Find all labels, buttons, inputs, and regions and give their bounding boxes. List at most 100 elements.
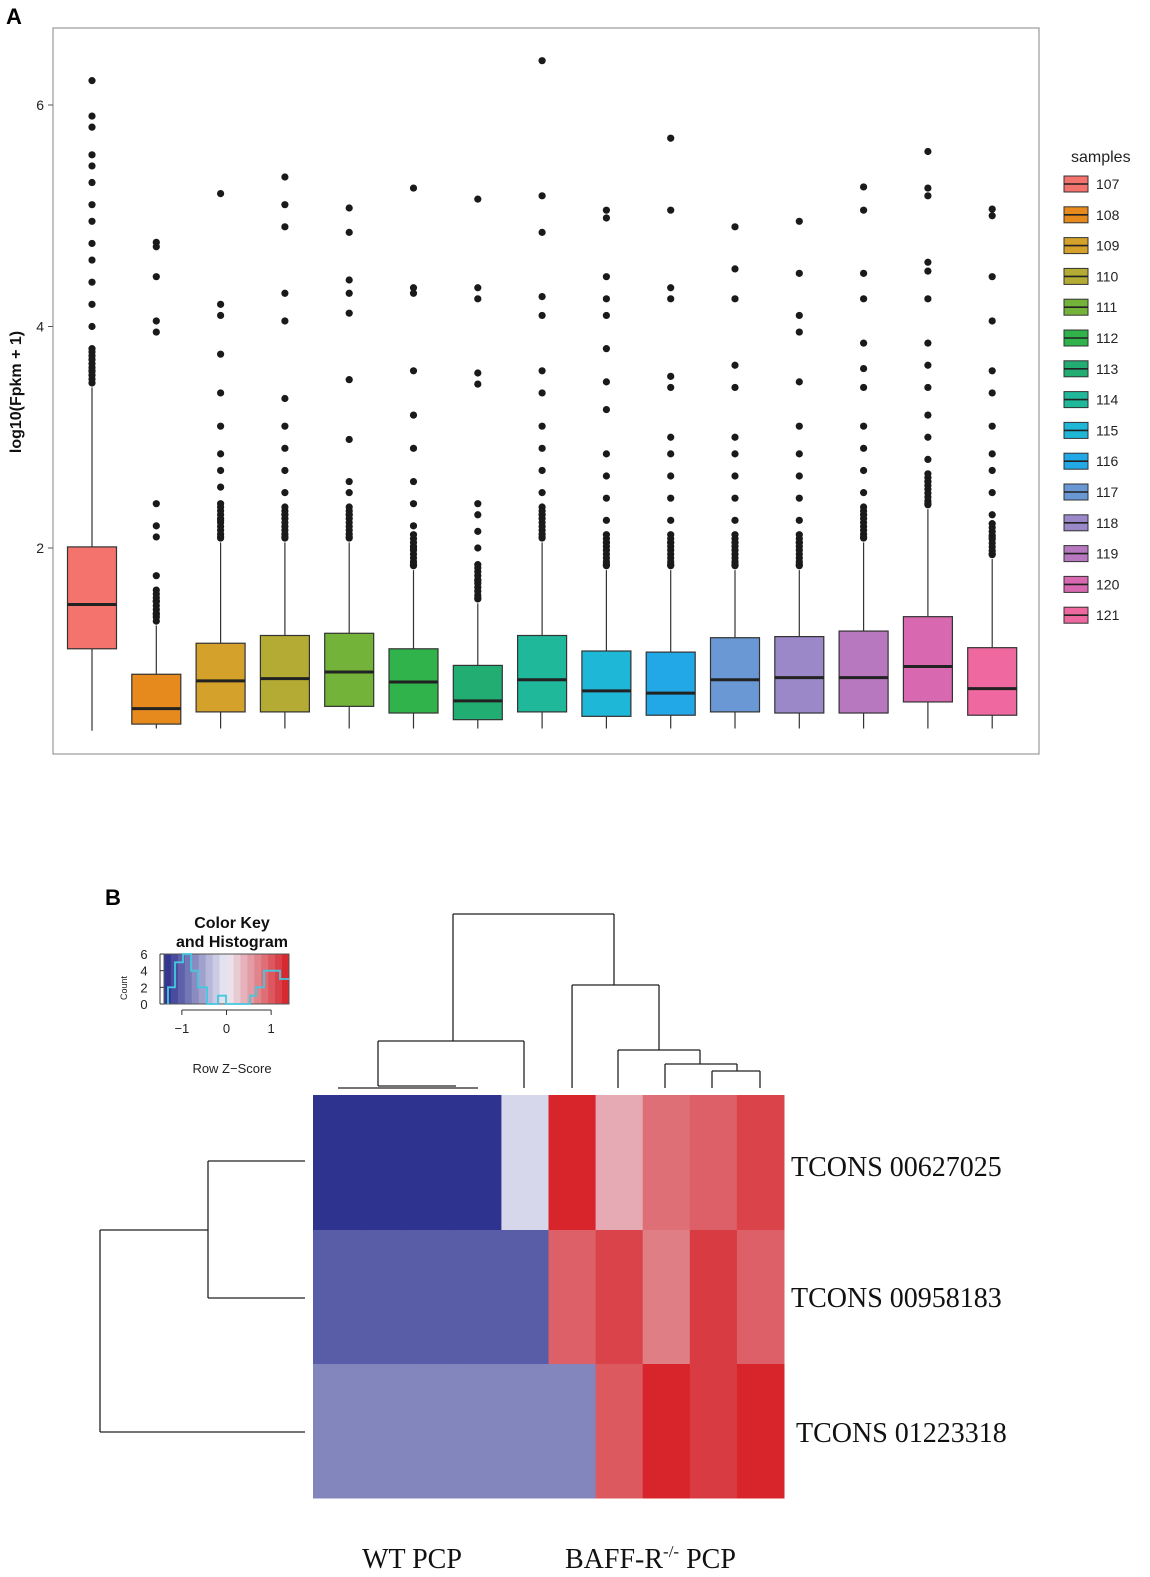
legend-label: 121 — [1096, 607, 1120, 623]
color-key-subtitle: and Histogram — [176, 934, 288, 951]
outlier-point — [795, 531, 803, 539]
color-key-xtick-label: 0 — [223, 1021, 230, 1036]
legend: 107 108 109 110 111 112 113 114 115 116 117 118 119 1… — [1063, 175, 1120, 624]
outlier-point — [345, 289, 353, 297]
outlier-point — [860, 364, 868, 373]
outlier-point — [474, 500, 482, 508]
outlier-point — [538, 489, 546, 497]
heatmap-cell — [407, 1095, 455, 1231]
color-key-xlabel: Row Z−Score — [192, 1061, 271, 1076]
outlier-point — [409, 284, 418, 292]
outlier-point — [88, 112, 96, 120]
outlier-point — [795, 269, 803, 277]
outlier-point — [988, 450, 996, 458]
outlier-point — [924, 267, 932, 275]
outlier-point — [667, 516, 675, 524]
group-label-pcp: PCP — [679, 1544, 736, 1575]
outlier-point — [988, 466, 996, 475]
heatmap-cell — [313, 1095, 361, 1231]
color-key-ytick-label: 6 — [140, 947, 147, 962]
outlier-point — [731, 561, 739, 569]
outlier-point — [602, 273, 611, 281]
outlier-point — [731, 494, 739, 502]
outlier-point — [474, 511, 482, 519]
box-body — [66, 546, 118, 650]
color-key-band — [191, 954, 200, 1004]
outlier-point — [538, 503, 546, 511]
outlier-point — [602, 516, 611, 524]
outlier-point — [281, 511, 289, 519]
outlier-point — [602, 345, 611, 353]
outlier-point — [281, 466, 289, 475]
outlier-point — [345, 228, 353, 236]
color-key-band — [254, 954, 262, 1004]
box-113 — [452, 195, 503, 729]
box-114 — [516, 57, 568, 729]
y-axis-title: log10(Fpkm + 1) — [8, 331, 25, 453]
outlier-point — [667, 538, 675, 547]
outlier-point — [860, 269, 868, 277]
legend-label: 116 — [1096, 453, 1119, 469]
outlier-point — [217, 389, 225, 397]
legend-item-119: 119 — [1063, 545, 1119, 563]
box-body — [324, 632, 375, 707]
outlier-point — [88, 162, 96, 170]
outlier-point — [795, 311, 803, 320]
outlier-point — [860, 466, 868, 475]
outlier-point — [924, 192, 932, 200]
outlier-point — [667, 450, 675, 458]
box-body — [902, 616, 954, 703]
outlier-point — [924, 147, 932, 156]
outlier-point — [409, 531, 418, 539]
heatmap-cell — [501, 1230, 549, 1365]
outlier-point — [667, 561, 675, 569]
outlier-point — [731, 450, 739, 458]
heatmap-cell — [736, 1095, 785, 1231]
group-label-baff: BAFF-R-/- PCP — [565, 1542, 736, 1575]
outlier-point — [988, 533, 996, 541]
outlier-point — [924, 339, 932, 347]
color-key-band — [240, 954, 248, 1004]
outlier-point — [602, 206, 611, 214]
outlier-point — [88, 256, 96, 264]
outlier-point — [345, 376, 353, 384]
outlier-point — [409, 561, 418, 569]
outlier-point — [474, 561, 482, 569]
outlier-point — [474, 577, 482, 585]
heatmap-cell — [595, 1364, 644, 1499]
outlier-point — [538, 533, 546, 541]
box-115 — [581, 206, 632, 729]
legend-label: 120 — [1096, 576, 1120, 592]
outlier-point — [409, 544, 418, 552]
outlier-point — [217, 300, 225, 308]
heatmap-cell — [454, 1364, 502, 1499]
color-key-xtick-label: 1 — [268, 1021, 275, 1036]
outlier-point — [860, 533, 868, 541]
outlier-point — [281, 394, 289, 403]
color-key-histogram — [167, 953, 289, 1005]
outlier-point — [538, 57, 546, 65]
outlier-point — [795, 561, 803, 569]
outlier-point — [409, 477, 418, 486]
outlier-point — [602, 378, 611, 386]
outlier-point — [538, 511, 546, 519]
row-label: TCONS 00627025 — [791, 1152, 1002, 1183]
outlier-point — [860, 295, 868, 303]
outlier-point — [924, 361, 932, 369]
outlier-point — [731, 265, 739, 273]
heatmap-cell — [501, 1364, 549, 1499]
heatmap-cell — [407, 1364, 455, 1499]
heatmap-grid — [313, 1095, 785, 1499]
outlier-point — [988, 520, 996, 528]
box-111 — [324, 204, 375, 729]
box-108 — [131, 238, 182, 729]
outlier-point — [474, 380, 482, 388]
row-label: TCONS 01223318 — [796, 1418, 1007, 1449]
outlier-point — [538, 292, 546, 301]
color-key-band — [212, 954, 221, 1004]
box-118 — [774, 217, 825, 729]
outlier-point — [281, 173, 289, 181]
row-labels: TCONS 00627025 TCONS 00958183 TCONS 012233… — [791, 1152, 1007, 1449]
outlier-point — [860, 422, 868, 430]
